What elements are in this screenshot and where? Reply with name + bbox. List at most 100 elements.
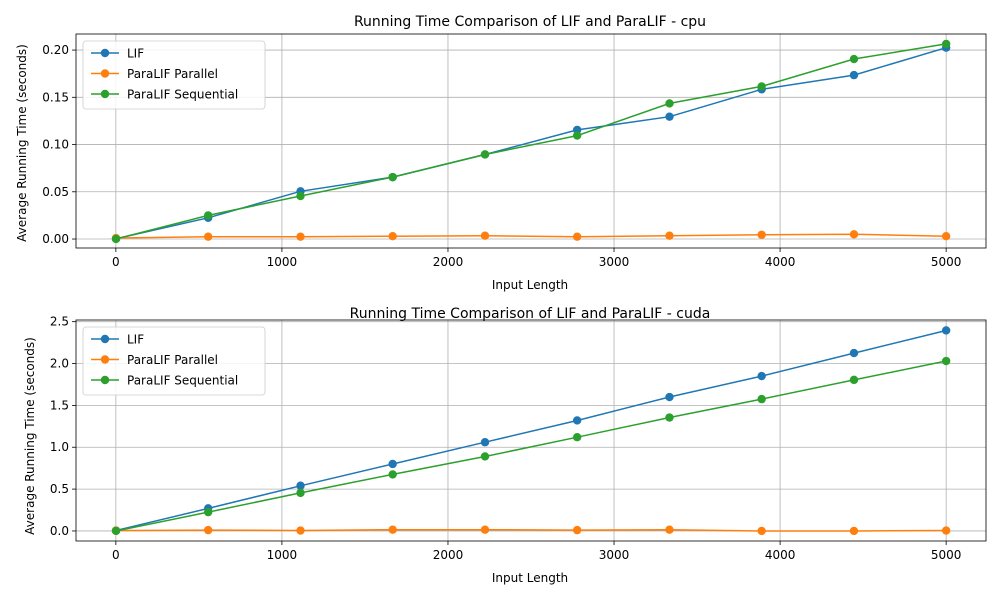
y-tick-label: 1.5 [50,398,69,412]
series-line-lif [115,329,947,532]
data-point-paralif-sequential [941,39,951,49]
data-point-paralif-sequential [665,99,674,108]
legend-swatch-marker [100,48,110,58]
legend-swatch-marker [100,89,110,99]
y-tick-label: 2.5 [50,315,69,329]
data-point-lif [388,459,397,469]
data-point-paralif-parallel [203,525,213,535]
y-tick-label: 0.05 [42,185,69,199]
data-point-lif [296,481,305,490]
data-point-paralif-sequential [111,234,121,244]
legend-swatch-marker [100,355,110,364]
legend-swatch-marker [100,69,110,78]
data-point-paralif-sequential [757,82,766,91]
chart-title: Running Time Comparison of LIF and ParaL… [350,306,711,322]
data-point-paralif-parallel [296,232,305,241]
data-point-lif [757,371,766,381]
chart-title: Running Time Comparison of LIF and ParaL… [354,14,706,30]
data-point-paralif-sequential [203,507,213,517]
data-point-lif [849,348,859,358]
legend-label: LIF [127,333,144,347]
series-line-paralif-parallel [115,233,947,239]
data-point-paralif-parallel [480,231,490,240]
plot-frame [75,33,987,249]
data-point-paralif-sequential [849,375,859,385]
legend-label: LIF [127,47,144,61]
data-point-paralif-sequential [388,172,397,182]
x-axis-label: Input Length [492,571,568,585]
data-point-paralif-sequential [941,356,951,366]
data-point-paralif-parallel [480,525,490,534]
x-tick-label: 1000 [267,548,298,562]
data-point-paralif-sequential [296,488,305,498]
legend: LIF ParaLIF Parallel ParaLIF Sequential [82,40,266,110]
x-tick-label: 5000 [931,255,962,269]
legend-box [82,326,266,396]
data-point-paralif-sequential [388,470,397,479]
series-layer [111,326,951,536]
data-point-paralif-sequential [480,452,490,461]
x-tick-label: 0 [112,548,120,562]
data-point-paralif-parallel [572,232,582,241]
x-tick-label: 4000 [765,548,796,562]
y-axis-label: Average Running Time (seconds) [15,44,29,242]
data-point-paralif-sequential [480,150,490,159]
ticks: 0 1000 2000 3000 4000 5000 0.0 0.5 1.0 1.5 2.0 2.5 [50,315,962,562]
data-point-lif [480,438,490,447]
y-tick-label: 0.15 [42,90,69,104]
y-tick-label: 0.0 [50,524,69,538]
data-point-lif [849,70,859,80]
series-line-lif [115,46,947,240]
data-point-paralif-sequential [572,432,582,442]
data-point-paralif-parallel [941,231,951,241]
y-tick-label: 0.10 [42,138,69,152]
data-point-paralif-parallel [572,525,582,535]
data-point-lif [941,326,951,335]
y-tick-label: 0.00 [42,232,69,246]
y-tick-label: 0.20 [42,43,69,57]
y-tick-label: 0.5 [50,482,69,496]
data-point-paralif-parallel [941,526,951,535]
data-point-lif [665,392,674,402]
x-tick-label: 4000 [765,255,796,269]
data-point-paralif-parallel [665,525,674,534]
y-axis-label: Average Running Time (seconds) [23,337,37,535]
legend-swatch-marker [100,375,110,385]
data-point-paralif-parallel [388,525,397,534]
data-point-lif [665,112,674,121]
legend-label: ParaLIF Sequential [127,374,238,388]
cpu-chart: Running Time Comparison of LIF and ParaL… [15,14,987,292]
x-tick-label: 1000 [267,255,298,269]
data-point-paralif-parallel [296,526,305,535]
data-point-paralif-parallel [388,231,397,241]
data-point-paralif-sequential [572,131,582,140]
y-tick-label: 2.0 [50,357,69,371]
series-layer [111,39,951,244]
legend-swatch-marker [100,334,110,344]
cuda-chart: Running Time Comparison of LIF and ParaL… [23,306,987,585]
legend-label: ParaLIF Sequential [127,88,238,102]
ticks: 0 1000 2000 3000 4000 5000 0.00 0.05 0.10 0.15 0.2… [42,43,961,269]
data-point-paralif-parallel [665,231,674,240]
legend-label: ParaLIF Parallel [127,67,218,81]
data-point-paralif-sequential [849,54,859,64]
x-tick-label: 0 [112,255,120,269]
legend-box [82,40,266,110]
data-point-paralif-parallel [203,232,213,241]
data-point-paralif-parallel [757,526,766,536]
series-line-paralif-sequential [115,360,947,532]
plot-frame [75,319,987,542]
x-axis-label: Input Length [492,278,568,292]
data-point-paralif-sequential [111,526,121,536]
data-point-lif [572,416,582,425]
series-line-paralif-parallel [115,528,947,532]
x-tick-label: 5000 [931,548,962,562]
data-point-paralif-sequential [203,211,213,220]
x-tick-label: 3000 [599,548,630,562]
data-point-paralif-sequential [296,191,305,201]
series-line-paralif-sequential [115,43,947,240]
x-tick-label: 2000 [433,255,464,269]
data-point-paralif-sequential [757,394,766,404]
x-tick-label: 3000 [599,255,630,269]
data-point-paralif-sequential [665,413,674,422]
